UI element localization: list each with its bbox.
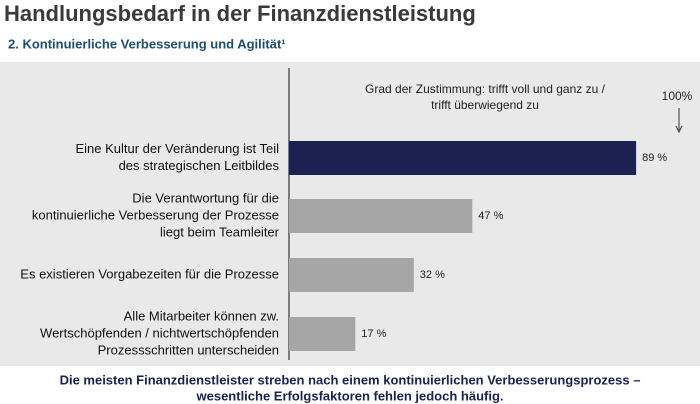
reference-arrowhead [675, 125, 683, 134]
reference-label: 100% [662, 89, 693, 103]
category-label: Die Verantwortung für die [132, 190, 279, 205]
bar [289, 141, 637, 175]
value-label: 89 % [642, 152, 667, 164]
footer: wesentliche Erfolgsfaktoren fehlen jedoc… [196, 388, 504, 403]
bar [289, 317, 356, 351]
category-label: Alle Mitarbeiter können zw. [124, 308, 279, 323]
bar [289, 199, 473, 233]
category-label: des strategischen Leitbildes [119, 158, 280, 173]
category-label: Prozessschritten unterscheiden [98, 342, 279, 357]
annotation: Grad der Zustimmung: trifft voll und gan… [365, 82, 606, 96]
category-label: Wertschöpfenden / nichtwertschöpfenden [40, 325, 279, 340]
category-label: liegt beim Teamleiter [160, 224, 280, 239]
value-label: 32 % [420, 269, 445, 281]
bar [289, 258, 414, 292]
subtitle: 2. Kontinuierliche Verbesserung und Agil… [8, 36, 286, 51]
category-label: Eine Kultur der Veränderung ist Teil [75, 141, 279, 156]
title: Handlungsbedarf in der Finanzdienstleist… [4, 1, 476, 26]
footer: Die meisten Finanzdienstleister streben … [60, 372, 641, 387]
annotation: trifft überwiegend zu [431, 98, 539, 112]
category-label: Es existieren Vorgabezeiten für die Proz… [20, 266, 279, 281]
value-label: 47 % [478, 210, 503, 222]
category-label: kontinuierliche Verbesserung der Prozess… [32, 207, 279, 222]
value-label: 17 % [361, 328, 386, 340]
